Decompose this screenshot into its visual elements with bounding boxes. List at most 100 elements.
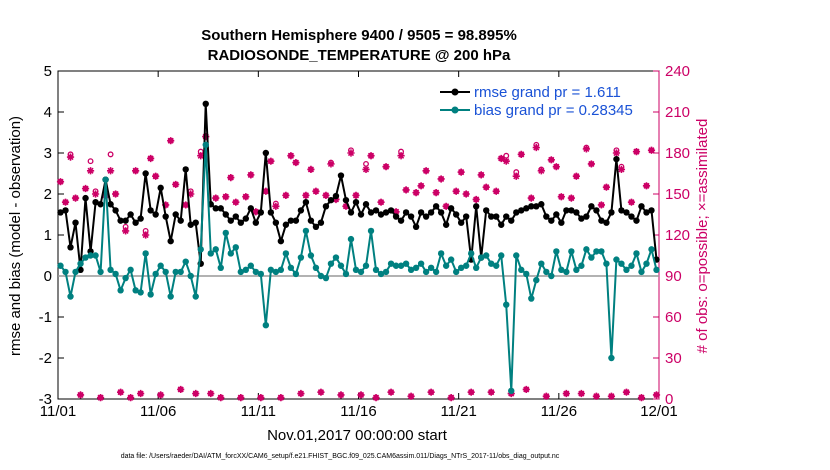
obs-assimilated-marker xyxy=(387,388,395,396)
bias-point xyxy=(142,250,149,257)
y-left-tick-label: 5 xyxy=(44,63,52,80)
rmse-point xyxy=(568,207,575,214)
rmse-point xyxy=(447,205,455,212)
bias-point xyxy=(72,268,79,276)
obs-assimilated-marker xyxy=(162,201,170,209)
bias-point xyxy=(107,266,114,274)
rmse-point xyxy=(367,209,375,216)
rmse-point xyxy=(162,213,169,220)
rmse-point xyxy=(427,209,435,216)
obs-assimilated-marker xyxy=(252,208,260,216)
y-left-tick-label: 0 xyxy=(44,268,52,285)
rmse-point xyxy=(62,207,69,214)
obs-assimilated-marker xyxy=(137,389,145,398)
bias-point xyxy=(543,268,550,276)
obs-assimilated-marker xyxy=(547,156,555,164)
bias-point xyxy=(407,266,415,274)
bias-point xyxy=(217,264,224,271)
rmse-point xyxy=(72,219,79,226)
bias-point xyxy=(493,262,500,269)
obs-assimilated-marker xyxy=(317,388,325,396)
bias-point xyxy=(157,262,164,269)
obs-assimilated-marker xyxy=(422,167,430,175)
rmse-point xyxy=(538,201,545,208)
obs-assimilated-marker xyxy=(442,202,450,210)
obs-assimilated-marker xyxy=(617,165,626,173)
bias-point xyxy=(282,250,290,257)
bias-point xyxy=(558,266,565,274)
obs-assimilated-marker xyxy=(357,391,365,399)
rmse-point xyxy=(187,221,194,228)
rmse-point xyxy=(67,244,74,251)
rmse-point xyxy=(613,155,620,163)
bias-point xyxy=(573,266,580,274)
rmse-point xyxy=(342,196,350,204)
y-left-tick-label: 4 xyxy=(44,104,52,121)
bias-point xyxy=(548,272,555,280)
bias-point xyxy=(272,268,280,276)
y-right-tick-label: 90 xyxy=(665,268,682,285)
bias-point xyxy=(513,252,520,259)
rmse-point xyxy=(498,221,505,228)
bias-point xyxy=(352,266,360,274)
rmse-point xyxy=(583,213,590,220)
bias-point xyxy=(252,268,260,276)
obs-assimilated-marker xyxy=(492,187,500,195)
rmse-point xyxy=(347,209,355,216)
x-tick-label: 11/16 xyxy=(340,403,376,420)
obs-assimilated-marker xyxy=(197,152,205,160)
obs-assimilated-marker xyxy=(152,172,160,180)
bias-point xyxy=(553,248,560,255)
rmse-point xyxy=(82,194,89,202)
obs-assimilated-marker xyxy=(307,165,315,173)
bias-point xyxy=(147,291,154,298)
rmse-point xyxy=(287,217,295,224)
chart-subtitle: RADIOSONDE_TEMPERATURE @ 200 hPa xyxy=(208,47,511,64)
bias-point xyxy=(227,250,234,257)
legend-rmse-marker xyxy=(451,88,459,96)
legend-bias-label: bias grand pr = 0.28345 xyxy=(474,102,633,119)
rmse-point xyxy=(372,207,380,214)
bias-point xyxy=(62,268,69,276)
obs-assimilated-marker xyxy=(71,194,80,202)
bias-point xyxy=(568,248,575,255)
bias-point xyxy=(367,227,375,235)
bias-point xyxy=(117,287,124,294)
rmse-point xyxy=(77,266,84,274)
bias-point xyxy=(387,260,395,267)
rmse-point xyxy=(588,203,595,210)
x-tick-label: 11/11 xyxy=(241,403,276,420)
y-left-tick-label: -3 xyxy=(39,391,52,408)
legend: rmse grand pr = 1.611 bias grand pr = 0.… xyxy=(437,79,647,121)
rmse-point xyxy=(137,215,144,222)
bias-point xyxy=(177,268,184,276)
x-tick-label: 11/26 xyxy=(541,403,577,420)
rmse-point xyxy=(598,217,605,224)
obs-assimilated-marker xyxy=(267,157,275,165)
rmse-point xyxy=(357,211,365,218)
bias-point xyxy=(132,287,139,294)
bias-point xyxy=(452,268,460,276)
rmse-point xyxy=(362,201,370,208)
rmse-point xyxy=(132,219,139,226)
bias-point xyxy=(337,262,345,269)
bias-point xyxy=(392,262,400,269)
bias-point xyxy=(232,244,239,251)
bias-point xyxy=(457,264,465,271)
bias-point xyxy=(137,289,144,296)
bias-point xyxy=(412,264,420,271)
obs-assimilated-marker xyxy=(257,394,265,402)
obs-assimilated-marker xyxy=(437,175,445,183)
bias-series xyxy=(57,141,660,394)
obs-assimilated-marker xyxy=(457,168,465,176)
obs-assimilated-marker xyxy=(542,392,550,400)
bias-point xyxy=(362,262,370,269)
obs-assimilated-marker xyxy=(362,165,370,173)
rmse-point xyxy=(548,217,555,224)
obs-assimilated-marker xyxy=(172,180,180,189)
bias-point xyxy=(322,274,330,282)
rmse-point xyxy=(442,221,450,228)
obs-assimilated-marker xyxy=(372,394,380,402)
rmse-point xyxy=(222,211,229,218)
bias-point xyxy=(598,248,605,255)
